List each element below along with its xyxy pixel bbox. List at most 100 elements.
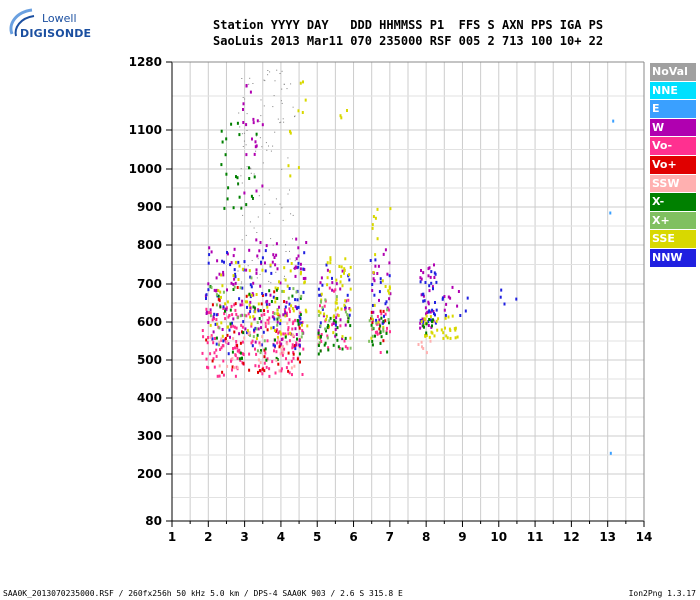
point-sse xyxy=(341,284,344,288)
point-nnw xyxy=(499,295,502,299)
point-nnw xyxy=(226,251,228,254)
point-w xyxy=(429,275,432,279)
point-x- xyxy=(259,351,262,355)
point-sse xyxy=(297,109,300,113)
point-x- xyxy=(326,325,329,329)
point-nnw xyxy=(238,297,241,301)
point-noval xyxy=(252,83,254,84)
point-nnw xyxy=(459,314,462,317)
point-ssw xyxy=(420,340,423,344)
point-nnw xyxy=(429,318,432,322)
point-sse xyxy=(445,334,448,338)
point-sse xyxy=(277,286,279,290)
header-values: SaoLuis 2013 Mar11 070 235000 RSF 005 2 … xyxy=(213,34,604,48)
point-sse xyxy=(221,334,224,338)
point-sse xyxy=(283,266,286,270)
point-sse xyxy=(425,333,428,337)
point-nnw xyxy=(422,320,424,324)
point-w xyxy=(388,261,391,265)
point-noval xyxy=(241,281,243,283)
point-x- xyxy=(260,349,262,353)
point-vo- xyxy=(222,307,225,310)
point-vo- xyxy=(236,344,239,348)
point-sse xyxy=(442,336,445,340)
point-vo- xyxy=(327,346,330,350)
point-w xyxy=(334,328,337,331)
point-noval xyxy=(281,88,283,90)
point-w xyxy=(218,272,221,276)
point-noval xyxy=(294,115,296,117)
point-vo- xyxy=(301,373,304,376)
point-x- xyxy=(265,358,268,362)
legend-item-e: E xyxy=(650,100,696,118)
point-sse xyxy=(305,310,308,314)
point-nnw xyxy=(369,259,372,262)
point-sse xyxy=(381,279,384,283)
point-sse xyxy=(420,320,423,324)
point-vo- xyxy=(209,311,212,315)
point-vo- xyxy=(222,373,225,377)
point-nnw xyxy=(374,258,377,262)
point-w xyxy=(233,247,236,251)
point-vo- xyxy=(378,322,381,326)
point-sse xyxy=(387,289,390,293)
point-w xyxy=(232,283,235,286)
point-vo- xyxy=(281,351,284,355)
point-w xyxy=(229,335,231,339)
point-sse xyxy=(276,335,279,339)
point-vo- xyxy=(224,317,227,321)
point-noval xyxy=(264,80,266,82)
point-nnw xyxy=(385,300,388,304)
x-tick-label: 2 xyxy=(204,530,212,544)
point-nnw xyxy=(302,290,305,294)
point-nnw xyxy=(222,339,225,343)
point-sse xyxy=(388,291,391,295)
point-sse xyxy=(376,207,379,211)
point-vo- xyxy=(379,309,382,313)
point-nnw xyxy=(250,285,253,289)
point-vo- xyxy=(268,316,271,320)
point-noval xyxy=(284,275,285,277)
legend-item-nnw: NNW xyxy=(650,248,696,267)
point-nnw xyxy=(265,303,268,307)
point-sse xyxy=(334,308,337,312)
point-noval xyxy=(293,267,295,269)
point-w xyxy=(255,271,258,275)
y-tick-label: 200 xyxy=(137,467,162,481)
point-vo- xyxy=(288,307,291,311)
point-noval xyxy=(279,73,281,74)
point-noval xyxy=(269,71,271,73)
point-sse xyxy=(451,314,454,318)
point-vo- xyxy=(266,357,269,361)
point-w xyxy=(271,315,274,319)
point-noval xyxy=(285,251,287,252)
point-x- xyxy=(328,319,331,323)
point-x- xyxy=(225,137,228,141)
point-x- xyxy=(386,308,389,312)
point-sse xyxy=(388,285,391,289)
point-sse xyxy=(276,308,279,312)
point-sse xyxy=(344,257,347,261)
point-w xyxy=(215,276,218,280)
point-nnw xyxy=(249,275,252,279)
point-w xyxy=(245,153,248,157)
point-nnw xyxy=(373,293,376,297)
point-ssw xyxy=(292,333,295,337)
digisonde-logo: Lowell DIGISONDE xyxy=(6,6,92,44)
point-nnw xyxy=(423,299,426,303)
point-vo- xyxy=(285,366,288,370)
point-sse xyxy=(334,301,337,305)
point-sse xyxy=(257,302,260,306)
point-x- xyxy=(371,334,374,338)
point-x- xyxy=(292,287,295,291)
legend-item-x-: X- xyxy=(650,193,696,211)
point-nnw xyxy=(435,280,438,284)
point-x- xyxy=(277,316,280,320)
point-x- xyxy=(256,321,259,324)
point-vo- xyxy=(211,318,214,322)
point-sse xyxy=(249,315,252,319)
point-w xyxy=(389,292,392,296)
point-nnw xyxy=(207,261,210,265)
point-noval xyxy=(290,83,292,85)
point-vo- xyxy=(299,360,301,364)
